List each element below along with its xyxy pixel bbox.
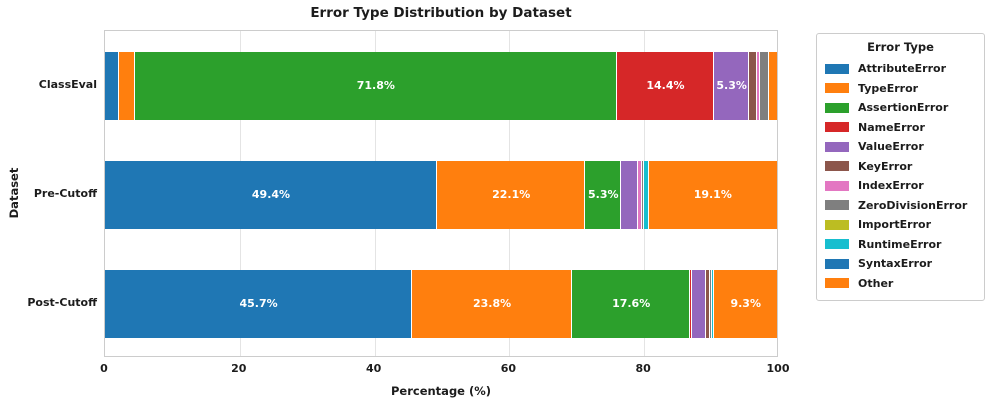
x-tick-label: 40	[365, 362, 382, 375]
bar-segment-value-label: 5.3%	[588, 188, 619, 201]
legend-swatch-icon	[825, 239, 849, 250]
legend-swatch-icon	[825, 141, 849, 152]
legend-item-assertionerror: AssertionError	[825, 98, 976, 118]
bar-segment-value-label: 9.3%	[730, 297, 761, 310]
legend-swatch-icon	[825, 102, 849, 113]
legend-swatch-icon	[825, 219, 849, 230]
legend-item-label: AttributeError	[858, 62, 946, 76]
plot-area: 71.8% 14.4% 5.3% 49.4% 22.1% 5.3% 19.1% 45.7% 23…	[104, 30, 778, 357]
legend-item-other: Other	[825, 274, 976, 294]
bar-segment-indexerror	[756, 51, 760, 120]
x-axis-label: Percentage (%)	[390, 384, 492, 398]
legend-item-typeerror: TypeError	[825, 79, 976, 99]
legend-items: AttributeError TypeError AssertionError Nam…	[825, 59, 976, 293]
legend-item-label: SyntaxError	[858, 257, 933, 271]
bar-segment-zerodivisionerror	[710, 269, 712, 338]
x-tick-label: 80	[635, 362, 651, 375]
legend-item-nameerror: NameError	[825, 118, 976, 138]
bar-row-pre-cutoff: 49.4% 22.1% 5.3% 19.1%	[105, 160, 777, 229]
legend-swatch-icon	[825, 83, 849, 94]
bar-segment-nameerror: 14.4%	[617, 51, 714, 120]
bar-segment-keyerror	[749, 51, 757, 120]
bar-segment-typeerror: 22.1%	[436, 160, 586, 229]
x-tick-label: 60	[500, 362, 517, 375]
legend-item-label: ZeroDivisionError	[858, 198, 968, 212]
y-axis-label: Dataset	[7, 167, 21, 219]
bar-row-post-cutoff: 45.7% 23.8% 17.6% 9.3%	[105, 269, 777, 338]
bar-segment-zerodivisionerror	[759, 51, 769, 120]
bar-segment-value-label: 5.3%	[716, 79, 747, 92]
x-tick-label: 100	[766, 362, 790, 375]
bar-segment-zerodivisionerror	[641, 160, 644, 229]
bar-segment-valueerror: 5.3%	[713, 51, 750, 120]
bar-segment-typeerror	[119, 51, 135, 120]
legend-swatch-icon	[825, 278, 849, 289]
bar-segment-value-label: 22.1%	[492, 188, 531, 201]
bar-segment-indexerror	[637, 160, 642, 229]
bar-segment-attributeerror	[105, 51, 120, 120]
legend-item-label: KeyError	[858, 159, 913, 173]
bar-segment-other: 19.1%	[648, 160, 777, 229]
y-tick-label-post-cutoff: Post-Cutoff	[27, 295, 97, 309]
bar-segment-valueerror	[621, 160, 638, 229]
legend-item-label: IndexError	[858, 179, 924, 193]
bar-segment-runtimeerror	[643, 160, 649, 229]
y-tick-label-classeval: ClassEval	[38, 77, 97, 91]
bar-segment-assertionerror: 71.8%	[134, 51, 618, 120]
legend-item-keyerror: KeyError	[825, 157, 976, 177]
legend-swatch-icon	[825, 258, 849, 269]
legend-item-syntaxerror: SyntaxError	[825, 254, 976, 274]
bar-segment-assertionerror: 17.6%	[572, 269, 691, 338]
legend-swatch-icon	[825, 63, 849, 74]
legend-item-indexerror: IndexError	[825, 176, 976, 196]
bar-segment-assertionerror: 5.3%	[585, 160, 622, 229]
legend-swatch-icon	[825, 200, 849, 211]
legend-item-runtimeerror: RuntimeError	[825, 235, 976, 255]
y-tick-label-pre-cutoff: Pre-Cutoff	[33, 186, 97, 200]
legend-item-label: NameError	[858, 120, 925, 134]
legend-item-label: Other	[858, 276, 894, 290]
bar-segment-value-label: 14.4%	[646, 79, 685, 92]
legend-item-valueerror: ValueError	[825, 137, 976, 157]
legend-title: Error Type	[867, 40, 934, 54]
legend-item-label: AssertionError	[858, 101, 949, 115]
bar-segment-other	[768, 51, 777, 120]
bar-segment-attributeerror: 45.7%	[105, 269, 413, 338]
legend: Error Type AttributeError TypeError Assert…	[816, 33, 985, 301]
legend-swatch-icon	[825, 180, 849, 191]
legend-swatch-icon	[825, 122, 849, 133]
bar-segment-value-label: 23.8%	[472, 297, 512, 310]
bar-segment-valueerror	[692, 269, 707, 338]
bar-segment-nameerror	[690, 269, 693, 338]
bar-segment-value-label: 71.8%	[356, 79, 395, 92]
legend-item-label: RuntimeError	[858, 237, 942, 251]
bar-segment-runtimeerror	[711, 269, 715, 338]
bar-segment-value-label: 45.7%	[239, 297, 278, 310]
legend-swatch-icon	[825, 161, 849, 172]
bar-row-classeval: 71.8% 14.4% 5.3%	[105, 51, 777, 120]
legend-item-attributeerror: AttributeError	[825, 59, 976, 79]
x-tick-label: 20	[231, 362, 247, 375]
bar-segment-other: 9.3%	[714, 269, 777, 338]
legend-item-importerror: ImportError	[825, 215, 976, 235]
bar-segment-attributeerror: 49.4%	[105, 160, 437, 229]
x-tick-label: 0	[100, 362, 108, 375]
bar-segment-keyerror	[706, 269, 711, 338]
bar-segment-value-label: 49.4%	[251, 188, 291, 201]
bar-segment-typeerror: 23.8%	[412, 269, 573, 338]
chart-title: Error Type Distribution by Dataset	[310, 5, 572, 21]
legend-item-label: TypeError	[858, 81, 919, 95]
legend-item-label: ImportError	[858, 218, 932, 232]
legend-item-label: ValueError	[858, 140, 924, 154]
legend-item-zerodivisionerror: ZeroDivisionError	[825, 196, 976, 216]
bar-segment-value-label: 17.6%	[612, 297, 651, 310]
bar-segment-value-label: 19.1%	[693, 188, 732, 201]
